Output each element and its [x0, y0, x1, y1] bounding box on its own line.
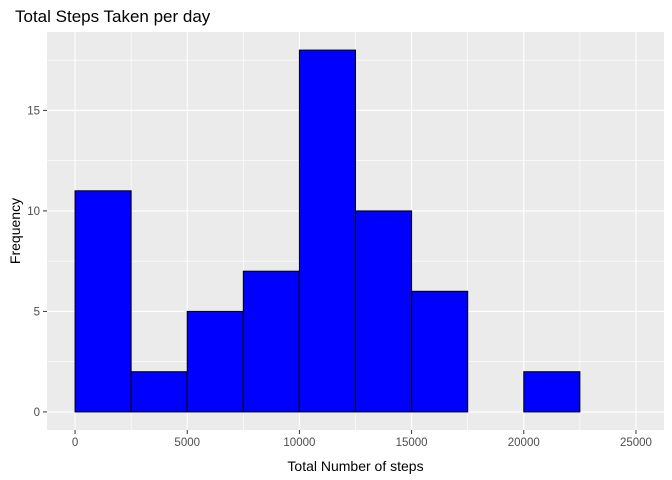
bars [74, 49, 581, 413]
y-axis: 0 5 10 15 [27, 105, 47, 419]
histogram-bar [411, 290, 469, 413]
x-axis: 0 5000 10000 15000 20000 25000 [72, 430, 652, 449]
x-tick-label: 15000 [396, 437, 428, 449]
x-tick-label: 10000 [283, 437, 315, 449]
histogram-bar [130, 371, 188, 413]
chart-title: Total Steps Taken per day [15, 7, 211, 26]
y-axis-title: Frequency [7, 198, 23, 264]
histogram-bar [355, 210, 413, 413]
y-tick-label: 15 [27, 105, 40, 117]
y-tick-label: 10 [27, 206, 40, 218]
histogram-bar [242, 270, 300, 413]
histogram-bar [523, 371, 581, 413]
histogram-bar [298, 49, 356, 413]
x-tick-label: 20000 [508, 437, 540, 449]
histogram-bar [186, 310, 244, 413]
x-tick-label: 0 [72, 437, 78, 449]
histogram-bar [74, 190, 132, 413]
x-tick-label: 25000 [620, 437, 652, 449]
x-axis-title: Total Number of steps [287, 458, 423, 474]
x-tick-label: 5000 [174, 437, 200, 449]
y-tick-label: 5 [34, 306, 40, 318]
y-tick-label: 0 [34, 407, 40, 419]
